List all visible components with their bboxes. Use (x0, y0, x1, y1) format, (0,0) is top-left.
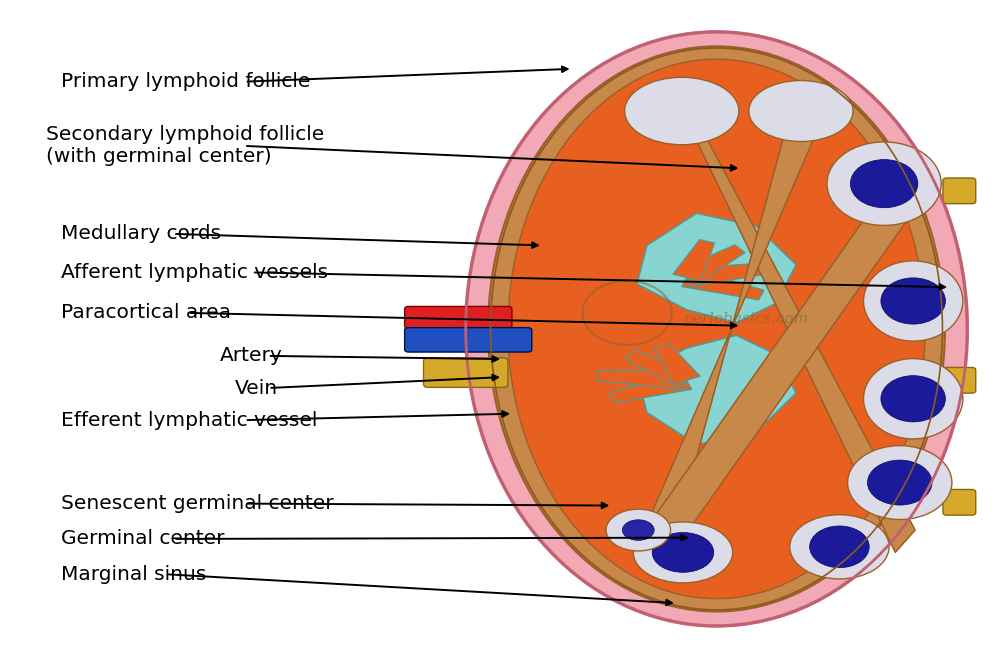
Text: Afferent lymphatic vessels: Afferent lymphatic vessels (61, 263, 328, 282)
Text: Secondary lymphoid follicle
(with germinal center): Secondary lymphoid follicle (with germin… (46, 125, 325, 166)
FancyBboxPatch shape (943, 178, 976, 204)
Text: Efferent lymphatic vessel: Efferent lymphatic vessel (61, 411, 318, 430)
Text: Senescent germinal center: Senescent germinal center (61, 494, 334, 513)
Polygon shape (637, 213, 796, 322)
Ellipse shape (508, 59, 925, 599)
FancyBboxPatch shape (943, 490, 976, 515)
Ellipse shape (466, 32, 967, 626)
Polygon shape (677, 244, 745, 285)
Ellipse shape (790, 515, 889, 579)
Polygon shape (672, 239, 714, 281)
Text: Artery: Artery (220, 346, 283, 366)
FancyBboxPatch shape (404, 306, 512, 328)
Ellipse shape (864, 261, 963, 341)
Ellipse shape (749, 81, 854, 141)
Ellipse shape (652, 533, 714, 572)
Text: perlobasics.com: perlobasics.com (684, 312, 809, 326)
Ellipse shape (810, 526, 870, 568)
Ellipse shape (624, 77, 739, 144)
Ellipse shape (848, 446, 952, 519)
Polygon shape (654, 343, 700, 384)
Ellipse shape (868, 460, 932, 505)
FancyBboxPatch shape (404, 328, 532, 352)
Polygon shape (681, 268, 764, 300)
Ellipse shape (864, 359, 963, 439)
Polygon shape (610, 372, 692, 402)
Polygon shape (625, 350, 695, 388)
Polygon shape (637, 335, 796, 444)
Text: Vein: Vein (235, 379, 278, 397)
Ellipse shape (488, 46, 945, 611)
Text: Germinal center: Germinal center (61, 530, 224, 548)
Text: Marginal sinus: Marginal sinus (61, 565, 206, 584)
Ellipse shape (633, 522, 733, 583)
Ellipse shape (606, 509, 670, 551)
Ellipse shape (880, 278, 945, 324)
FancyBboxPatch shape (423, 358, 508, 388)
FancyBboxPatch shape (943, 368, 976, 393)
Polygon shape (676, 100, 915, 552)
Polygon shape (637, 92, 826, 566)
Polygon shape (597, 370, 688, 390)
Text: Primary lymphoid follicle: Primary lymphoid follicle (61, 72, 311, 91)
Text: Medullary cords: Medullary cords (61, 224, 221, 243)
Ellipse shape (622, 520, 654, 541)
Ellipse shape (880, 375, 945, 422)
Ellipse shape (851, 159, 918, 208)
Polygon shape (647, 175, 925, 547)
Polygon shape (684, 263, 776, 287)
Ellipse shape (827, 142, 941, 225)
Text: Paracortical area: Paracortical area (61, 303, 231, 322)
